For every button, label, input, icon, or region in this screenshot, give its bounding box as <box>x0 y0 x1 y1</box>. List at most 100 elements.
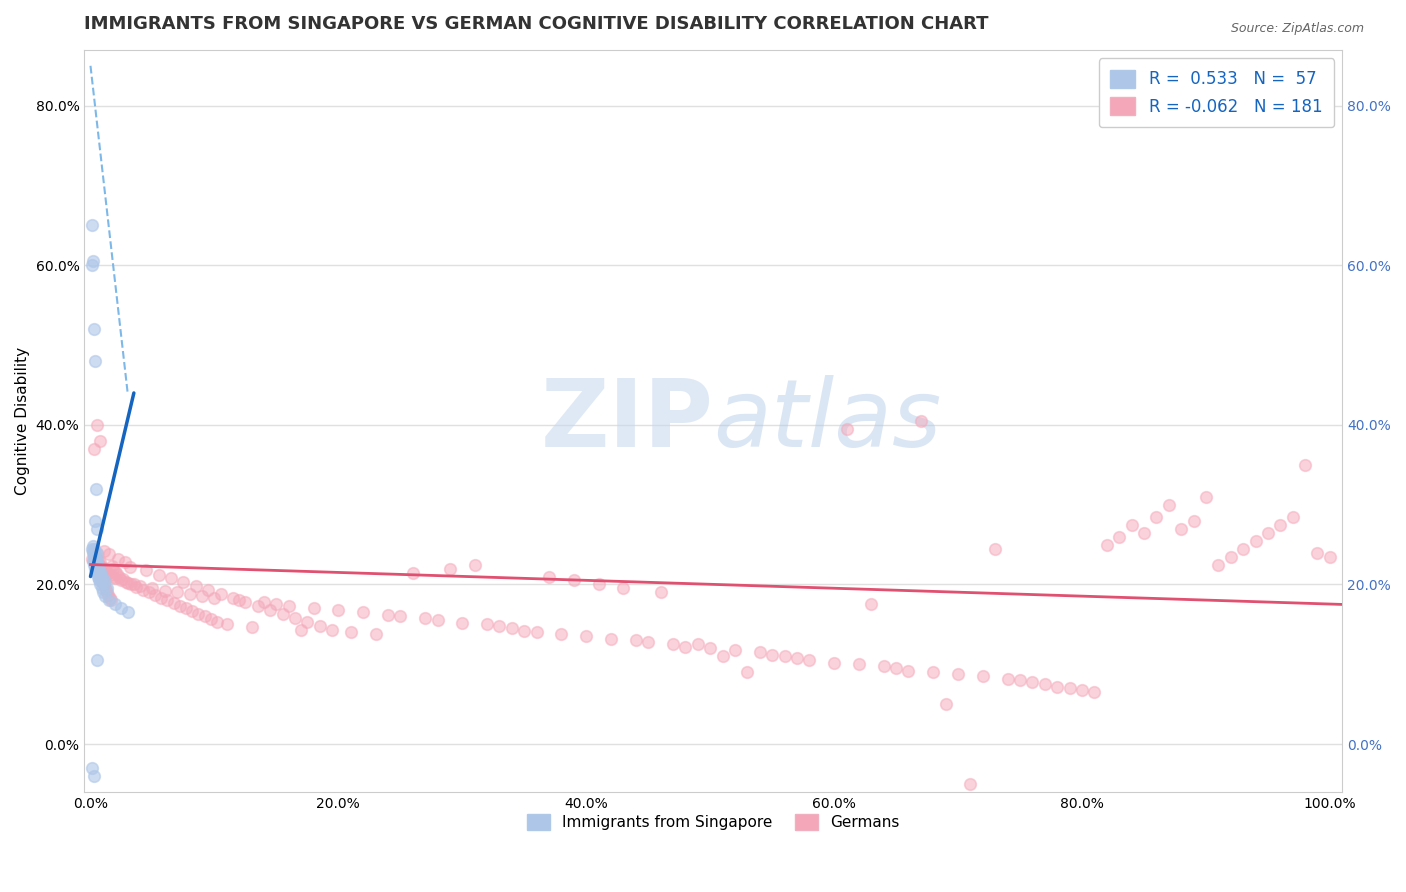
Point <box>984 541 1007 556</box>
Point <box>1059 681 1081 696</box>
Point <box>84 553 107 567</box>
Point <box>389 609 412 624</box>
Point <box>284 611 307 625</box>
Point <box>873 659 896 673</box>
Point <box>91 561 114 575</box>
Point <box>972 669 994 683</box>
Point <box>89 574 111 588</box>
Point <box>83 541 105 556</box>
Point <box>153 583 176 598</box>
Point <box>637 635 659 649</box>
Point <box>89 571 111 585</box>
Point <box>184 579 207 593</box>
Point <box>150 591 173 605</box>
Point <box>129 579 152 593</box>
Point <box>94 590 117 604</box>
Text: IMMIGRANTS FROM SINGAPORE VS GERMAN COGNITIVE DISABILITY CORRELATION CHART: IMMIGRANTS FROM SINGAPORE VS GERMAN COGN… <box>84 15 988 33</box>
Point <box>1306 545 1329 559</box>
Point <box>87 567 110 582</box>
Point <box>131 583 153 598</box>
Point <box>711 649 734 664</box>
Point <box>148 568 170 582</box>
Point <box>80 219 103 233</box>
Point <box>111 572 134 586</box>
Point <box>266 598 288 612</box>
Point <box>575 629 598 643</box>
Point <box>823 656 845 670</box>
Point <box>87 569 110 583</box>
Point <box>86 566 108 580</box>
Point <box>1257 525 1279 540</box>
Y-axis label: Cognitive Disability: Cognitive Disability <box>15 347 30 495</box>
Point <box>83 555 105 569</box>
Point <box>110 574 132 588</box>
Point <box>1270 517 1292 532</box>
Point <box>181 604 204 618</box>
Point <box>100 593 122 607</box>
Point <box>302 601 325 615</box>
Point <box>82 544 104 558</box>
Point <box>799 653 821 667</box>
Point <box>115 575 138 590</box>
Point <box>1083 685 1105 699</box>
Point <box>98 547 121 561</box>
Point <box>86 522 108 536</box>
Point <box>172 575 194 590</box>
Point <box>737 665 759 680</box>
Point <box>364 627 387 641</box>
Point <box>191 590 214 604</box>
Point <box>86 653 108 667</box>
Point <box>93 580 115 594</box>
Point <box>86 560 108 574</box>
Point <box>156 593 179 607</box>
Point <box>297 615 319 629</box>
Point <box>93 544 115 558</box>
Point <box>235 595 257 609</box>
Point <box>120 560 142 574</box>
Point <box>91 572 114 586</box>
Point <box>748 645 770 659</box>
Point <box>339 625 361 640</box>
Point <box>86 417 108 432</box>
Point <box>82 254 104 268</box>
Point <box>513 624 536 638</box>
Point <box>93 575 115 590</box>
Point <box>86 545 108 559</box>
Point <box>90 582 112 596</box>
Point <box>84 561 107 575</box>
Point <box>848 657 870 672</box>
Point <box>90 569 112 583</box>
Point <box>835 422 858 436</box>
Point <box>96 585 118 599</box>
Point <box>98 591 121 605</box>
Point <box>673 640 696 654</box>
Point <box>94 583 117 598</box>
Point <box>922 665 945 680</box>
Point <box>204 591 226 605</box>
Point <box>80 541 103 556</box>
Point <box>84 549 107 564</box>
Point <box>1046 680 1069 694</box>
Point <box>125 580 148 594</box>
Point <box>135 563 157 577</box>
Point <box>600 632 623 646</box>
Point <box>89 568 111 582</box>
Point <box>1195 490 1218 504</box>
Point <box>84 514 107 528</box>
Point <box>205 615 228 629</box>
Point <box>439 561 461 575</box>
Point <box>87 559 110 574</box>
Point <box>84 555 107 569</box>
Point <box>86 564 108 578</box>
Point <box>104 564 127 578</box>
Point <box>84 552 107 566</box>
Point <box>624 633 647 648</box>
Point <box>193 609 215 624</box>
Point <box>83 354 105 368</box>
Point <box>464 558 486 572</box>
Point <box>89 569 111 583</box>
Point <box>86 556 108 570</box>
Point <box>87 561 110 575</box>
Point <box>89 558 111 572</box>
Point <box>187 607 209 621</box>
